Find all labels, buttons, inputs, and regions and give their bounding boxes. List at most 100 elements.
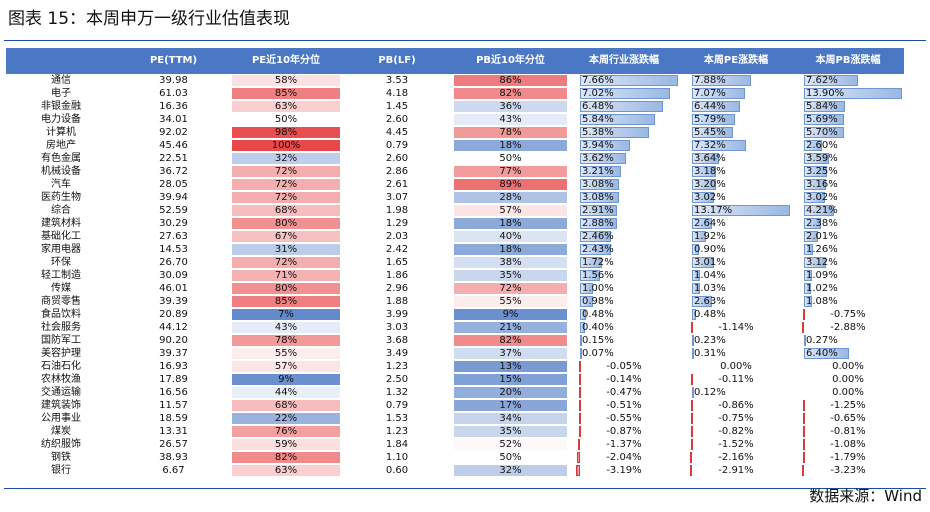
pe-cell: 39.39 bbox=[159, 296, 188, 307]
pe-cell: 17.89 bbox=[159, 374, 188, 385]
pe-cell: 44.12 bbox=[159, 322, 188, 333]
header-pe-percentile: PE近10年分位 bbox=[251, 55, 321, 66]
pe-change-bar bbox=[692, 348, 694, 359]
pb-change-label: 1.02% bbox=[806, 283, 838, 294]
pe-change-bar bbox=[691, 439, 693, 450]
pb-change-bar bbox=[803, 413, 805, 424]
table-row: 建筑装饰 11.57 0.79 68% 17% -0.51% -0.86% -1.25% bbox=[6, 399, 904, 412]
pb-percentile-cell: 17% bbox=[454, 400, 567, 411]
pe-change-bar bbox=[692, 75, 751, 86]
pb-cell: 0.79 bbox=[385, 400, 409, 411]
pe-change-label: 0.48% bbox=[694, 309, 726, 320]
pb-percentile-cell: 77% bbox=[454, 166, 567, 177]
industry-change-label: -0.14% bbox=[606, 374, 642, 385]
industry-change-bar bbox=[579, 413, 581, 424]
pe-change-bar bbox=[690, 465, 692, 476]
pb-change-bar bbox=[803, 309, 805, 320]
pe-percentile-cell: 9% bbox=[232, 374, 340, 385]
header-industry bbox=[6, 48, 116, 74]
pe-percentile-cell: 31% bbox=[232, 244, 340, 255]
table-row: 有色金属 22.51 2.60 32% 50% 3.62% 3.64% 3.59% bbox=[6, 152, 904, 165]
pe-change-label: 0.23% bbox=[694, 335, 726, 346]
industry-change-bar bbox=[580, 335, 582, 346]
pe-change-bar bbox=[692, 270, 700, 281]
pe-change-label: 3.02% bbox=[694, 192, 726, 203]
industry-change-label: 6.48% bbox=[582, 101, 614, 112]
pb-cell: 1.84 bbox=[385, 439, 409, 450]
pe-cell: 14.53 bbox=[159, 244, 188, 255]
pb-percentile-cell: 36% bbox=[454, 101, 567, 112]
pb-cell: 2.60 bbox=[385, 153, 409, 164]
pb-percentile-cell: 32% bbox=[454, 465, 567, 476]
pb-change-label: -0.65% bbox=[830, 413, 866, 424]
pb-cell: 3.99 bbox=[385, 309, 409, 320]
pb-change-bar bbox=[804, 88, 902, 99]
pb-cell: 1.23 bbox=[385, 361, 409, 372]
pe-cell: 18.59 bbox=[159, 413, 188, 424]
pe-change-label: 7.88% bbox=[694, 75, 726, 86]
pb-change-label: -0.75% bbox=[830, 309, 866, 320]
pb-cell: 2.61 bbox=[385, 179, 409, 190]
pb-percentile-cell: 43% bbox=[454, 114, 567, 125]
industry-change-label: -3.19% bbox=[606, 465, 642, 476]
pb-percentile-cell: 78% bbox=[454, 127, 567, 138]
pe-percentile-cell: 63% bbox=[232, 465, 340, 476]
industry-change-bar bbox=[580, 283, 593, 294]
pe-percentile-cell: 80% bbox=[232, 283, 340, 294]
pb-percentile-cell: 37% bbox=[454, 348, 567, 359]
table-row: 银行 6.67 0.60 63% 32% -3.19% -2.91% -3.23% bbox=[6, 464, 904, 477]
table-row: 计算机 92.02 4.45 98% 78% 5.38% 5.45% 5.70% bbox=[6, 126, 904, 139]
industry-change-label: 2.43% bbox=[582, 244, 614, 255]
pe-change-label: 5.45% bbox=[694, 127, 726, 138]
pe-cell: 39.98 bbox=[159, 75, 188, 86]
industry-change-bar bbox=[580, 153, 626, 164]
pb-percentile-cell: 9% bbox=[454, 309, 567, 320]
pb-cell: 2.86 bbox=[385, 166, 409, 177]
pe-change-label: 3.01% bbox=[694, 257, 726, 268]
header-pb-percentile: PB近10年分位 bbox=[476, 55, 545, 66]
table-row: 石油石化 16.93 1.23 57% 13% -0.05% 0.00% 0.00% bbox=[6, 360, 904, 373]
industry-cell: 农林牧渔 bbox=[41, 374, 81, 385]
header-pb: PB(LF) bbox=[378, 55, 416, 66]
pe-change-bar bbox=[691, 413, 693, 424]
pe-cell: 13.31 bbox=[159, 426, 188, 437]
industry-change-bar bbox=[579, 361, 581, 372]
industry-change-label: 2.91% bbox=[582, 205, 614, 216]
pe-percentile-cell: 63% bbox=[232, 101, 340, 112]
pb-change-label: 1.08% bbox=[806, 296, 838, 307]
header-pe: PE(TTM) bbox=[149, 55, 198, 66]
pb-change-bar bbox=[804, 283, 811, 294]
pb-change-label: -3.23% bbox=[830, 465, 866, 476]
industry-change-label: 0.15% bbox=[582, 335, 614, 346]
table-row: 农林牧渔 17.89 2.50 9% 15% -0.14% -0.11% 0.00% bbox=[6, 373, 904, 386]
industry-change-bar bbox=[580, 205, 617, 216]
industry-change-bar bbox=[580, 75, 678, 86]
industry-cell: 社会服务 bbox=[41, 322, 81, 333]
pb-cell: 1.53 bbox=[385, 413, 409, 424]
pe-change-label: 0.00% bbox=[720, 361, 752, 372]
table-row: 机械设备 36.72 2.86 72% 77% 3.21% 3.18% 3.25% bbox=[6, 165, 904, 178]
pb-percentile-cell: 82% bbox=[454, 335, 567, 346]
pe-change-label: 2.64% bbox=[694, 218, 726, 229]
industry-change-label: 2.46% bbox=[582, 231, 614, 242]
industry-cell: 商贸零售 bbox=[41, 296, 81, 307]
pe-percentile-cell: 98% bbox=[232, 127, 340, 138]
pe-percentile-cell: 68% bbox=[232, 205, 340, 216]
pe-change-label: -1.52% bbox=[718, 439, 754, 450]
industry-cell: 传媒 bbox=[51, 283, 71, 294]
industry-change-bar bbox=[580, 127, 649, 138]
pb-percentile-cell: 50% bbox=[454, 153, 567, 164]
table-row: 电力设备 34.01 2.60 50% 43% 5.84% 5.79% 5.69% bbox=[6, 113, 904, 126]
pe-cell: 20.89 bbox=[159, 309, 188, 320]
pe-change-label: -0.86% bbox=[718, 400, 754, 411]
pe-cell: 45.46 bbox=[159, 140, 188, 151]
table-row: 医药生物 39.94 3.07 72% 28% 3.08% 3.02% 3.02% bbox=[6, 191, 904, 204]
table-row: 轻工制造 30.09 1.86 71% 35% 1.56% 1.04% 1.09% bbox=[6, 269, 904, 282]
pb-change-bar bbox=[804, 101, 845, 112]
pb-cell: 1.98 bbox=[385, 205, 409, 216]
industry-change-label: 1.56% bbox=[582, 270, 614, 281]
pb-change-bar bbox=[804, 218, 821, 229]
pb-change-bar bbox=[804, 257, 826, 268]
pb-cell: 2.60 bbox=[385, 114, 409, 125]
pe-change-bar bbox=[692, 257, 714, 268]
